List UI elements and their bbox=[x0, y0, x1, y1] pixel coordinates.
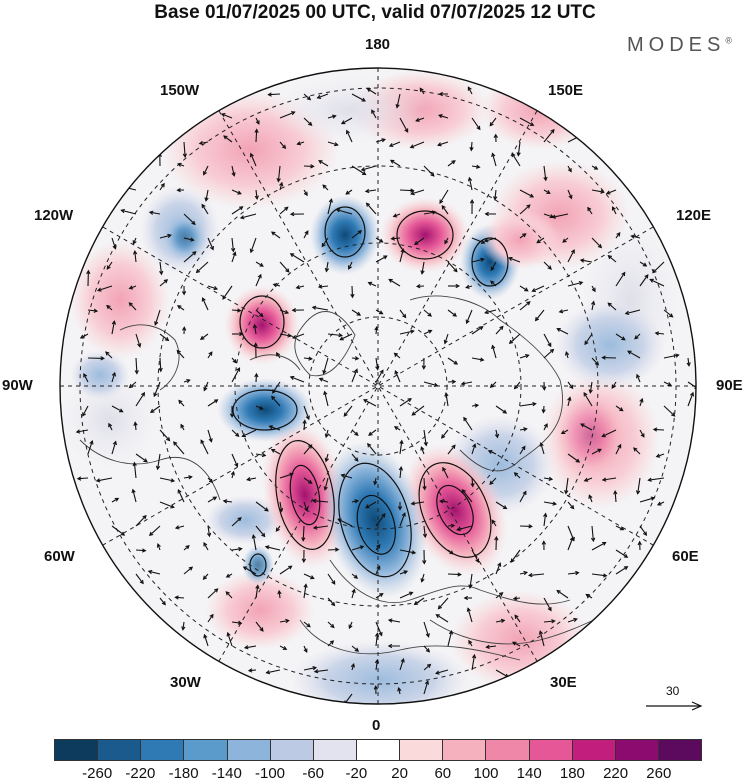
reference-vector: 30 bbox=[646, 684, 706, 724]
colorbar-tick-label: -60 bbox=[302, 765, 325, 782]
lon-label-150w: 150W bbox=[160, 82, 200, 99]
lon-label-90w: 90W bbox=[2, 377, 33, 394]
colorbar-swatch bbox=[227, 740, 271, 760]
colorbar-swatch bbox=[356, 740, 401, 760]
lon-label-90e: 90E bbox=[716, 377, 743, 394]
lon-label-60w: 60W bbox=[44, 548, 75, 565]
lon-label-120e: 120E bbox=[676, 207, 712, 224]
colorbar-ticks: -260 -220 -180 -140 -100 -60 -20 20 60 100 140 180 2… bbox=[0, 765, 750, 783]
colorbar-tick-label: -180 bbox=[168, 765, 199, 782]
colorbar-swatch bbox=[270, 740, 314, 760]
lon-label-30e: 30E bbox=[550, 674, 577, 691]
colorbar-swatch bbox=[313, 740, 357, 760]
lon-label-30w: 30W bbox=[170, 674, 201, 691]
colorbar-tick-label: 260 bbox=[646, 765, 672, 782]
colorbar-swatch bbox=[615, 740, 659, 760]
lon-label-0: 0 bbox=[372, 717, 381, 734]
colorbar-tick-label: -220 bbox=[125, 765, 156, 782]
colorbar-tick-label: 180 bbox=[559, 765, 585, 782]
colorbar-tick-label: 220 bbox=[603, 765, 629, 782]
colorbar-swatch bbox=[443, 740, 487, 760]
colorbar-tick-label: 140 bbox=[516, 765, 542, 782]
lon-label-120w: 120W bbox=[34, 207, 74, 224]
colorbar bbox=[54, 739, 702, 761]
colorbar-swatch bbox=[184, 740, 228, 760]
colorbar-tick-label: 100 bbox=[473, 765, 499, 782]
map-title: Base 01/07/2025 00 UTC, valid 07/07/2025… bbox=[154, 2, 596, 23]
colorbar-swatch bbox=[572, 740, 616, 760]
colorbar-tick-label: 60 bbox=[434, 765, 452, 782]
colorbar-swatch bbox=[400, 740, 444, 760]
colorbar-swatch bbox=[529, 740, 573, 760]
modes-logo: MODES® bbox=[627, 34, 732, 56]
colorbar-tick-label: -20 bbox=[345, 765, 368, 782]
colorbar-swatch bbox=[658, 740, 702, 760]
colorbar-tick-label: -100 bbox=[254, 765, 286, 782]
reference-vector-label: 30 bbox=[666, 684, 680, 698]
colorbar-tick-label: -260 bbox=[82, 765, 113, 782]
reference-arrow-icon bbox=[646, 701, 703, 711]
colorbar-swatch bbox=[98, 740, 142, 760]
lon-label-150e: 150E bbox=[548, 82, 584, 99]
lon-label-60e: 60E bbox=[672, 548, 699, 565]
colorbar-tick-label: 20 bbox=[391, 765, 408, 782]
lon-label-180: 180 bbox=[365, 36, 391, 53]
colorbar-swatch bbox=[486, 740, 530, 760]
wind-vectors bbox=[75, 86, 696, 704]
colorbar-swatch bbox=[141, 740, 185, 760]
colorbar-tick-label: -140 bbox=[211, 765, 242, 782]
colorbar-swatch bbox=[55, 740, 99, 760]
